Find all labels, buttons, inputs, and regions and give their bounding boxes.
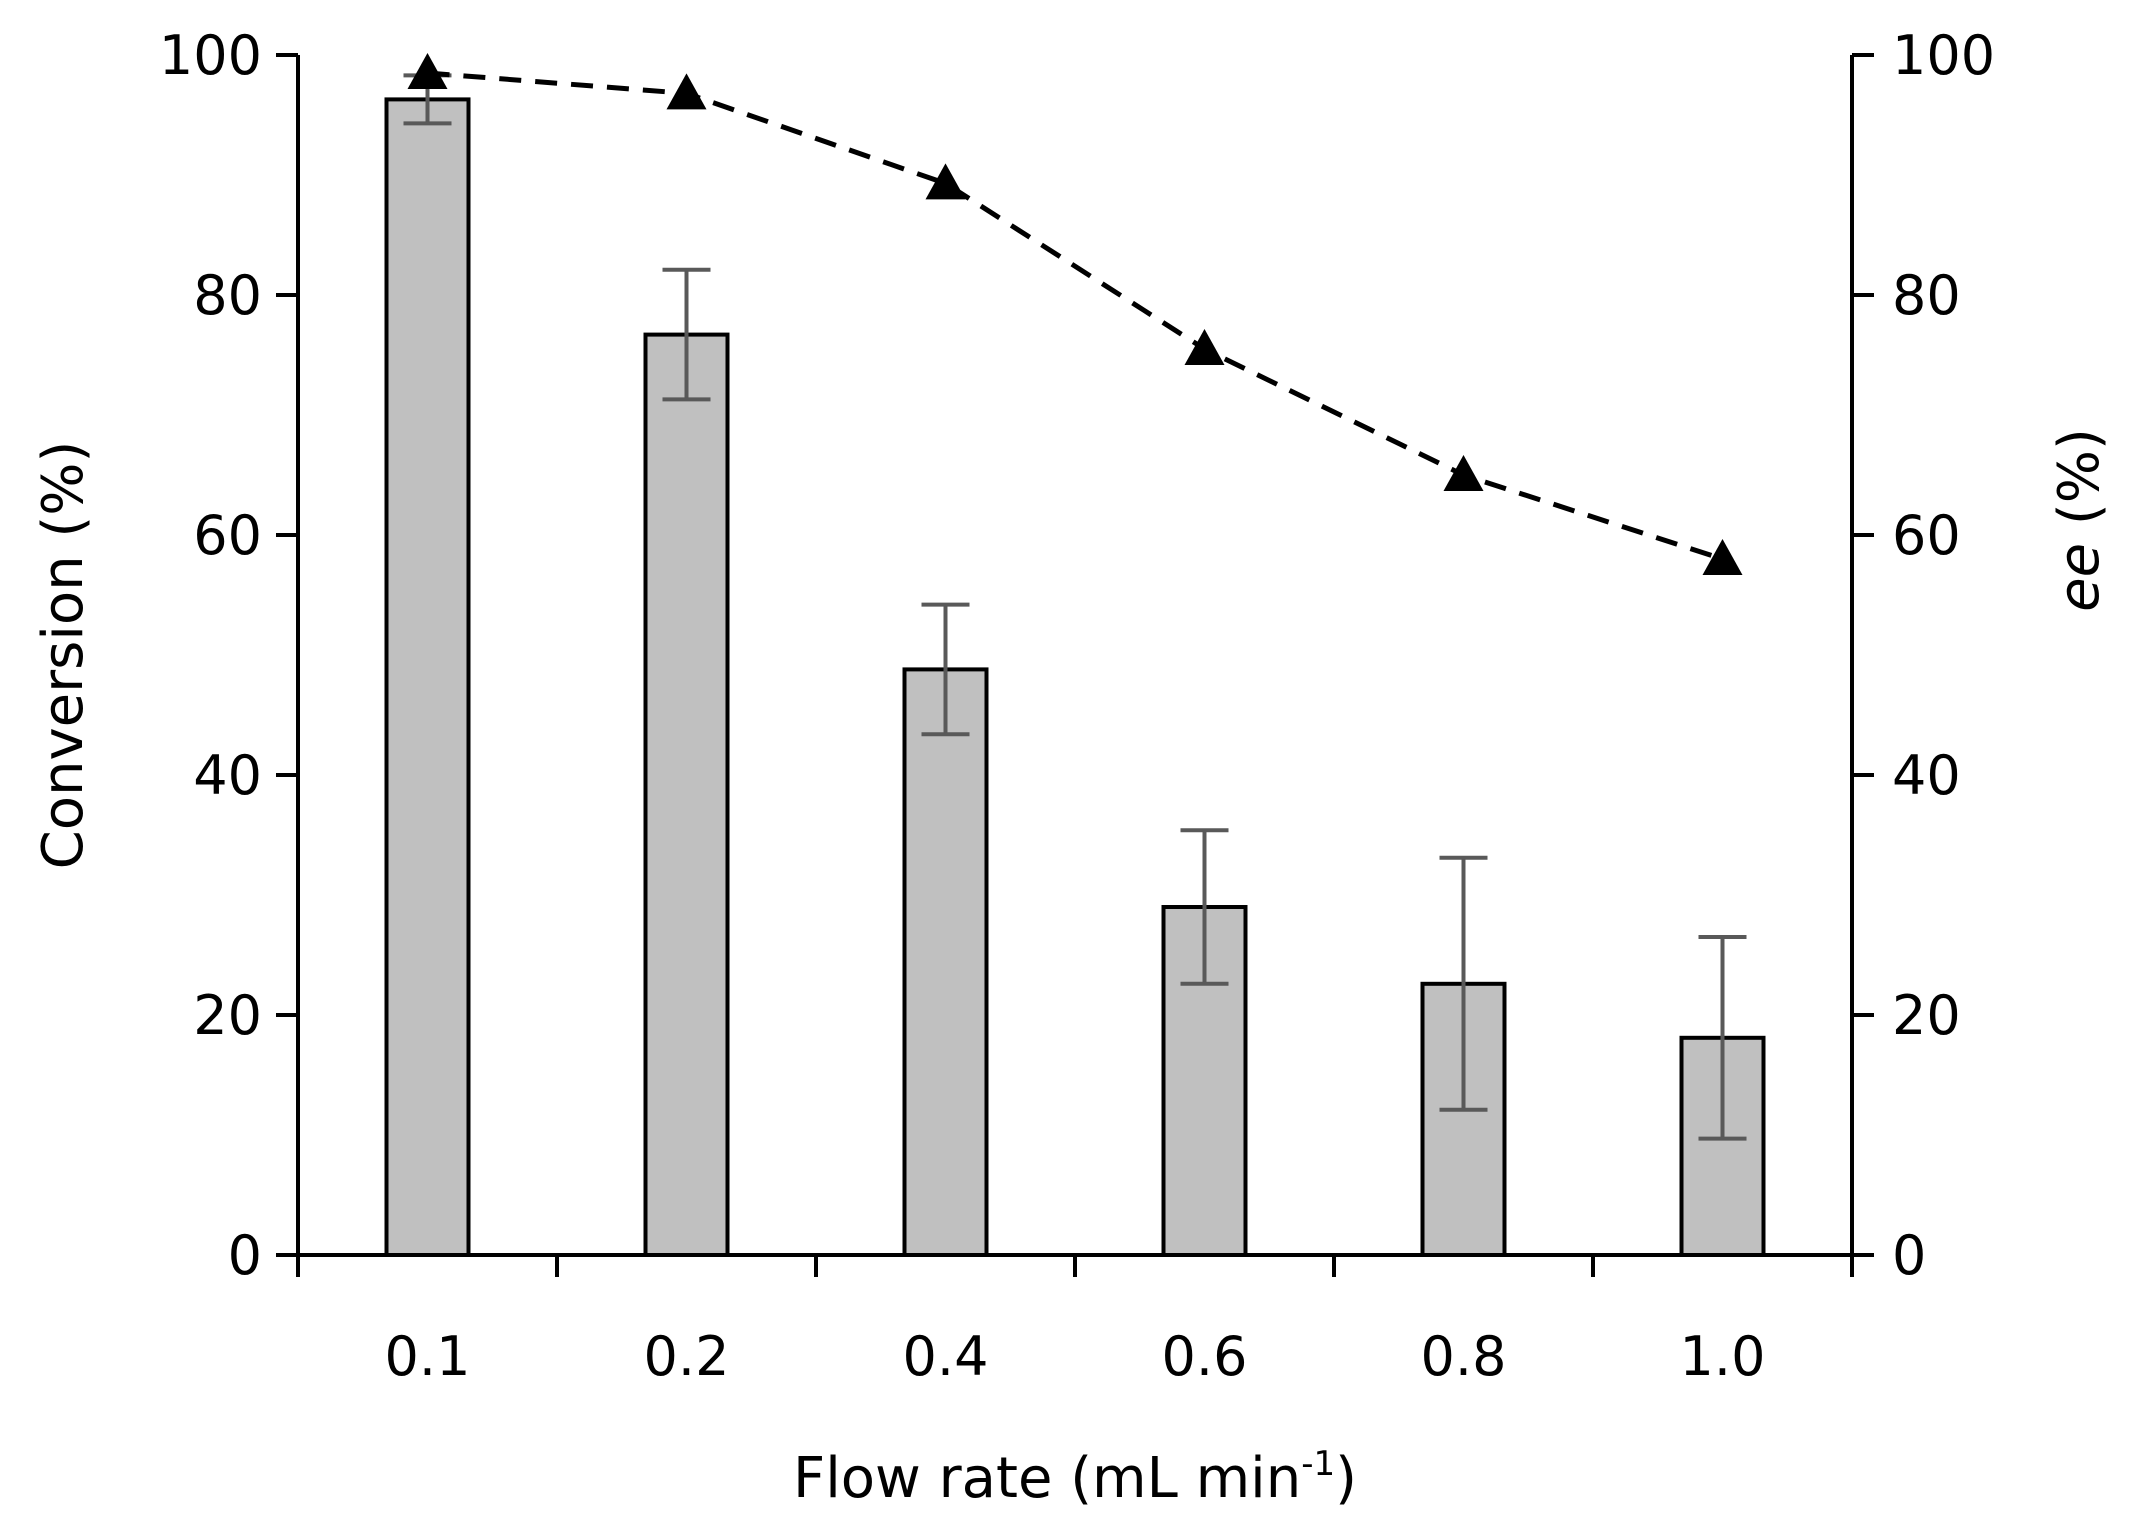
ee-triangle-marker: [666, 73, 707, 110]
right-y-tick-label: 100: [1892, 24, 1995, 87]
y-axis-right-title: ee (%): [2047, 428, 2112, 612]
ee-series: [407, 53, 1743, 575]
right-y-tick-label: 60: [1892, 504, 1961, 567]
left-y-tick-label: 80: [193, 264, 262, 327]
ee-dashed-line: [427, 70, 1724, 562]
left-axis-tick-labels: 0 20 40 60 80 100: [159, 24, 298, 1287]
x-tick-label: 0.4: [903, 1325, 989, 1388]
ee-triangle-marker: [1702, 539, 1743, 575]
x-axis-title-main: Flow rate (mL min: [793, 1446, 1301, 1511]
axes: [296, 55, 1854, 1257]
ee-triangle-marker: [407, 53, 448, 89]
conversion-bars: [384, 97, 1766, 1258]
left-y-tick-label: 100: [159, 24, 262, 87]
y-axis-right-title-italic: ee: [2047, 543, 2112, 612]
y-axis-left-title: Conversion (%): [31, 441, 96, 870]
x-axis-ticks: [296, 1255, 1854, 1277]
right-y-tick-label: 0: [1892, 1224, 1926, 1287]
conversion-bar: [902, 667, 989, 1257]
x-tick-label: 0.8: [1421, 1325, 1507, 1388]
ee-triangle-marker: [925, 163, 966, 200]
left-y-tick-label: 0: [228, 1224, 262, 1287]
x-tick-label: 0.6: [1162, 1325, 1248, 1388]
x-tick-label: 1.0: [1680, 1325, 1766, 1388]
x-tick-label: 0.1: [385, 1325, 471, 1388]
ee-triangle-marker: [1184, 329, 1225, 365]
conversion-error-bars: [403, 73, 1747, 1141]
ee-triangle-marker: [1443, 455, 1484, 491]
y-axis-right-title-suffix: (%): [2047, 428, 2112, 543]
x-axis-tick-labels: 0.1 0.2 0.4 0.6 0.8 1.0: [385, 1325, 1766, 1388]
conversion-bar: [643, 332, 730, 1258]
conversion-bar: [384, 97, 471, 1257]
left-y-tick-label: 20: [193, 984, 262, 1047]
right-axis-tick-labels: 0 20 40 60 80 100: [1852, 24, 1995, 1287]
x-axis-title-suffix: ): [1335, 1446, 1357, 1511]
right-y-tick-label: 40: [1892, 744, 1961, 807]
x-tick-label: 0.2: [644, 1325, 730, 1388]
x-axis-title-superscript: -1: [1301, 1444, 1335, 1484]
left-y-tick-label: 60: [193, 504, 262, 567]
left-y-tick-label: 40: [193, 744, 262, 807]
x-axis-title: Flow rate (mL min-1): [793, 1444, 1357, 1511]
right-y-tick-label: 80: [1892, 264, 1961, 327]
right-y-tick-label: 20: [1892, 984, 1961, 1047]
